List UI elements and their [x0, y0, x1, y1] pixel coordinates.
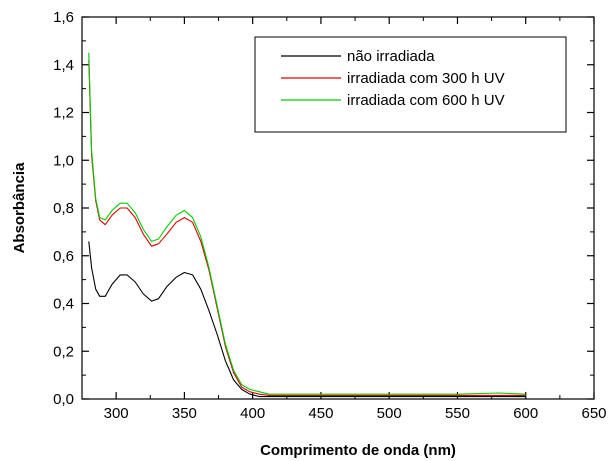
series-line-3: [88, 52, 526, 395]
x-axis-ticks: 300 350 400 450 500 550 600 650: [81, 17, 607, 422]
x-tick-label: 600: [513, 405, 538, 422]
y-tick-label: 1,0: [53, 152, 74, 169]
series-line-2: [88, 59, 526, 396]
y-axis-title: Absorbância: [11, 162, 28, 254]
y-tick-label: 0,4: [53, 296, 74, 313]
y-tick-label: 0,0: [53, 391, 74, 408]
x-axis-title: Comprimento de onda (nm): [260, 442, 456, 459]
y-axis-ticks: 0,0 0,2 0,4 0,6 0,8 1,0 1,2 1,4 1,6: [53, 9, 594, 408]
x-tick-label: 550: [445, 405, 470, 422]
series-group: [88, 52, 526, 398]
legend-label: irradiada com 300 h UV: [347, 70, 505, 87]
y-tick-label: 0,2: [53, 343, 74, 360]
legend-label: não irradiada: [347, 48, 435, 65]
legend-box: [254, 36, 567, 133]
x-tick-label: 500: [377, 405, 402, 422]
x-tick-label: 450: [308, 405, 333, 422]
x-tick-label: 400: [240, 405, 265, 422]
x-tick-label: 350: [172, 405, 197, 422]
x-tick-label: 300: [104, 405, 129, 422]
y-tick-label: 0,8: [53, 200, 74, 217]
y-tick-label: 1,4: [53, 57, 74, 74]
y-tick-label: 1,2: [53, 105, 74, 122]
y-tick-label: 0,6: [53, 248, 74, 265]
y-tick-label: 1,6: [53, 9, 74, 26]
x-tick-label: 650: [581, 405, 606, 422]
legend: não irradiada irradiada com 300 h UV irrad…: [254, 36, 567, 133]
series-line-1: [88, 241, 526, 398]
legend-label: irradiada com 600 h UV: [347, 92, 505, 109]
